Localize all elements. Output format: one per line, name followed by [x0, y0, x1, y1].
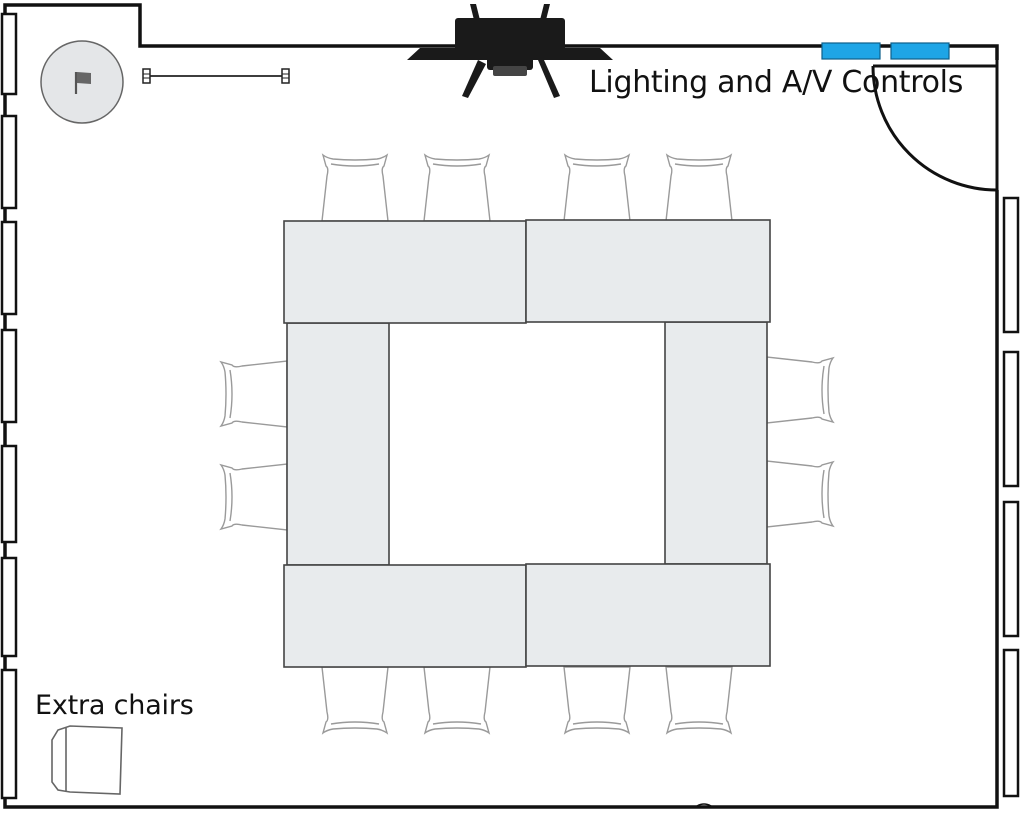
window	[0, 556, 18, 658]
chairs-bottom	[321, 666, 733, 735]
window	[1002, 196, 1020, 334]
right-windows	[1002, 196, 1020, 798]
chair	[321, 153, 389, 222]
chair	[321, 666, 389, 735]
window	[1002, 648, 1020, 798]
table	[286, 322, 390, 566]
chairs-left	[219, 360, 288, 531]
av-controls-label: Lighting and A/V Controls	[589, 65, 964, 100]
window	[0, 444, 18, 544]
window	[0, 668, 18, 800]
table	[525, 219, 771, 323]
door	[871, 46, 999, 192]
chair	[219, 463, 288, 531]
screen-rail	[142, 68, 290, 84]
table	[283, 564, 527, 668]
window	[1002, 350, 1020, 488]
camera-icon	[407, 4, 613, 98]
control-panel-icon	[821, 42, 950, 60]
chair	[665, 153, 733, 222]
chair	[423, 666, 491, 735]
left-windows	[0, 12, 18, 800]
chairs-top	[321, 153, 733, 222]
window	[0, 220, 18, 316]
chairs-right	[766, 356, 835, 528]
chair	[219, 360, 288, 428]
table	[525, 563, 771, 667]
window	[0, 12, 18, 96]
tables	[283, 219, 771, 668]
bottom-wall-mark	[696, 803, 712, 807]
flag-icon	[40, 40, 124, 124]
chair	[563, 666, 631, 735]
chair	[563, 153, 631, 222]
chair	[766, 460, 835, 528]
window	[0, 328, 18, 424]
table	[283, 220, 527, 324]
extra-chairs-label: Extra chairs	[35, 690, 194, 721]
window	[1002, 500, 1020, 638]
chair	[423, 153, 491, 222]
chair	[665, 666, 733, 735]
chair	[766, 356, 835, 424]
window	[0, 114, 18, 210]
table	[664, 321, 768, 565]
extra-chair	[51, 725, 123, 795]
room-walls	[3, 3, 999, 809]
